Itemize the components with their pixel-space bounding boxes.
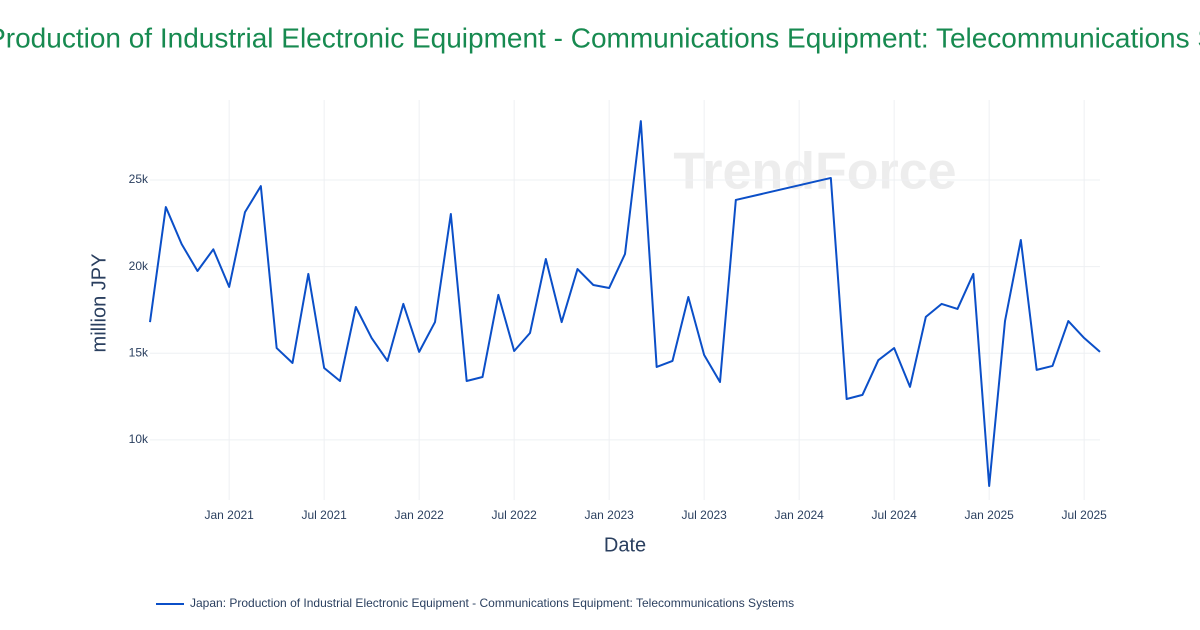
x-tick-label: Jan 2024 [774,508,824,522]
x-axis-title: Date [604,534,646,556]
y-tick-label: 10k [129,432,149,446]
chart-title: Japan: Production of Industrial Electron… [0,22,1200,53]
y-tick-label: 15k [129,345,149,359]
y-tick-label: 20k [129,259,149,273]
x-tick-label: Jul 2021 [301,508,347,522]
x-tick-label: Jan 2022 [394,508,444,522]
x-tick-label: Jan 2025 [964,508,1014,522]
x-tick-label: Jul 2023 [681,508,727,522]
legend-label: Japan: Production of Industrial Electron… [190,596,794,610]
x-tick-label: Jul 2022 [491,508,537,522]
grid [150,100,1100,500]
data-line [149,120,1101,487]
x-tick-label: Jan 2021 [204,508,254,522]
x-tick-label: Jul 2024 [871,508,917,522]
x-tick-label: Jul 2025 [1061,508,1107,522]
x-tick-label: Jan 2023 [584,508,634,522]
watermark: TrendForce [673,143,956,201]
y-axis-title: million JPY [88,254,110,353]
y-tick-label: 25k [129,172,149,186]
